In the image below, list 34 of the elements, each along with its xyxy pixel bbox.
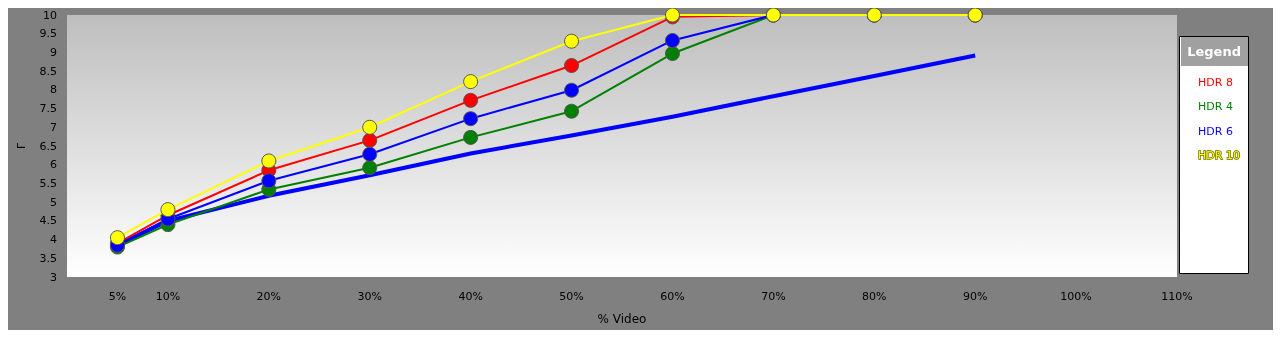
y-tick-label: 8.5 bbox=[39, 64, 57, 78]
y-tick-label: 5.5 bbox=[39, 176, 57, 190]
y-tick-label: 3.5 bbox=[39, 251, 57, 265]
y-tick-label: 10 bbox=[43, 8, 57, 22]
x-tick-label: 5% bbox=[108, 290, 127, 303]
y-tick-label: 8 bbox=[50, 83, 57, 97]
legend-title: Legend bbox=[1187, 44, 1242, 59]
y-tick-label: 9 bbox=[50, 45, 57, 59]
x-tick-label: 70% bbox=[761, 290, 786, 303]
x-tick-label: 90% bbox=[962, 290, 988, 303]
x-tick-label: 30% bbox=[357, 290, 382, 303]
x-tick-label: 40% bbox=[458, 290, 483, 303]
x-tick-label: 20% bbox=[256, 290, 282, 303]
text: HDR 4 bbox=[1198, 100, 1233, 113]
x-tick-label: 110% bbox=[1161, 290, 1193, 303]
text: HDR 10 bbox=[1198, 149, 1240, 162]
y-axis-title: Γ bbox=[15, 142, 28, 150]
x-tick-label: 100% bbox=[1060, 290, 1092, 303]
x-axis-title: % Video bbox=[597, 312, 647, 326]
x-tick-label: 80% bbox=[862, 290, 887, 303]
y-tick-label: 4 bbox=[50, 233, 57, 247]
y-tick-label: 3 bbox=[50, 270, 57, 284]
text: HDR 8 bbox=[1198, 75, 1233, 89]
x-tick-label: 60% bbox=[660, 290, 685, 303]
y-tick-label: 4.5 bbox=[39, 214, 57, 228]
y-tick-label: 6 bbox=[50, 158, 57, 172]
text: HDR 6 bbox=[1198, 124, 1233, 138]
x-tick-label: 50% bbox=[559, 290, 584, 303]
y-tick-label: 7.5 bbox=[39, 102, 57, 116]
y-tick-label: 5 bbox=[50, 195, 57, 209]
y-tick-label: 7 bbox=[50, 120, 57, 134]
y-tick-label: 6.5 bbox=[39, 139, 57, 153]
x-tick-label: 10% bbox=[155, 290, 181, 303]
y-tick-label: 9.5 bbox=[39, 27, 57, 41]
